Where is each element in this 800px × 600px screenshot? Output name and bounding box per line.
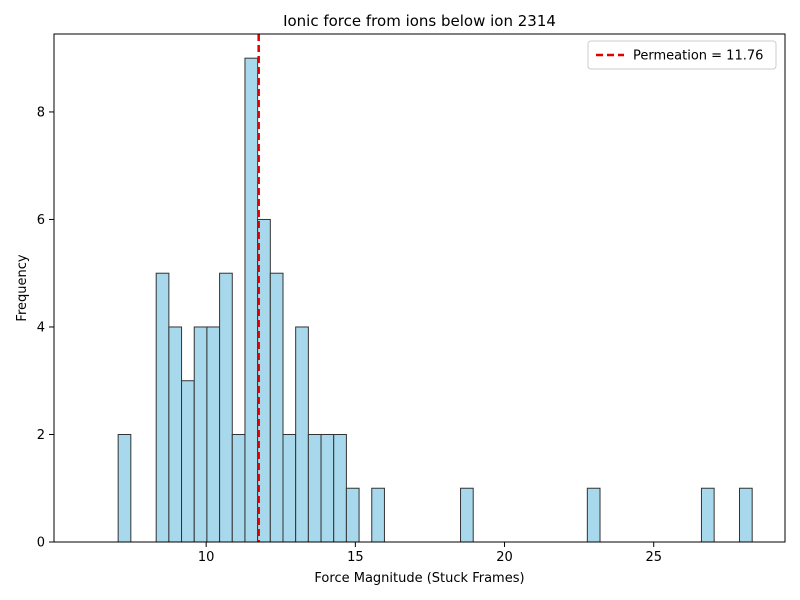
y-tick-label: 0 <box>37 536 45 551</box>
histogram-bar <box>307 433 322 543</box>
histogram-bar <box>231 433 246 543</box>
histogram-bar <box>168 326 183 543</box>
histogram-bar <box>320 433 335 543</box>
legend-entry-permeation: Permeation = 11.76 <box>633 49 763 64</box>
histogram-bar <box>460 487 474 543</box>
x-tick-label: 15 <box>347 550 364 565</box>
histogram-bar <box>117 433 132 543</box>
x-axis-ticks: 10 15 20 25 <box>198 542 662 565</box>
plot-frame <box>53 33 786 543</box>
histogram-bar <box>371 487 385 543</box>
histogram-bar <box>700 487 715 543</box>
histogram-bar <box>282 433 297 543</box>
histogram-bar <box>155 272 170 543</box>
histogram-bar <box>206 326 221 543</box>
histogram-bar <box>586 487 601 543</box>
histogram-bars <box>117 57 753 543</box>
chart-title: Ionic force from ions below ion 2314 <box>283 12 556 30</box>
legend-box <box>587 40 777 70</box>
y-axis-ticks: 0 2 4 6 8 <box>37 105 54 551</box>
legend: Permeation = 11.76 <box>587 40 777 70</box>
histogram-bar <box>181 380 195 543</box>
histogram-bar <box>295 326 309 543</box>
y-axis-label: Frequency <box>15 254 30 321</box>
y-tick-label: 4 <box>37 320 45 335</box>
x-axis-label: Force Magnitude (Stuck Frames) <box>314 571 524 586</box>
histogram-bar <box>738 487 753 543</box>
x-tick-label: 10 <box>198 550 215 565</box>
histogram-bar <box>345 487 360 543</box>
y-tick-label: 2 <box>37 428 45 443</box>
histogram-bar <box>333 433 347 543</box>
histogram-bar <box>244 57 259 543</box>
histogram-bar <box>193 326 208 543</box>
x-tick-label: 20 <box>496 550 513 565</box>
histogram-bar <box>219 272 233 543</box>
histogram-bar <box>269 272 284 543</box>
x-tick-label: 25 <box>645 550 662 565</box>
y-tick-label: 6 <box>37 213 45 228</box>
y-tick-label: 8 <box>37 105 45 120</box>
